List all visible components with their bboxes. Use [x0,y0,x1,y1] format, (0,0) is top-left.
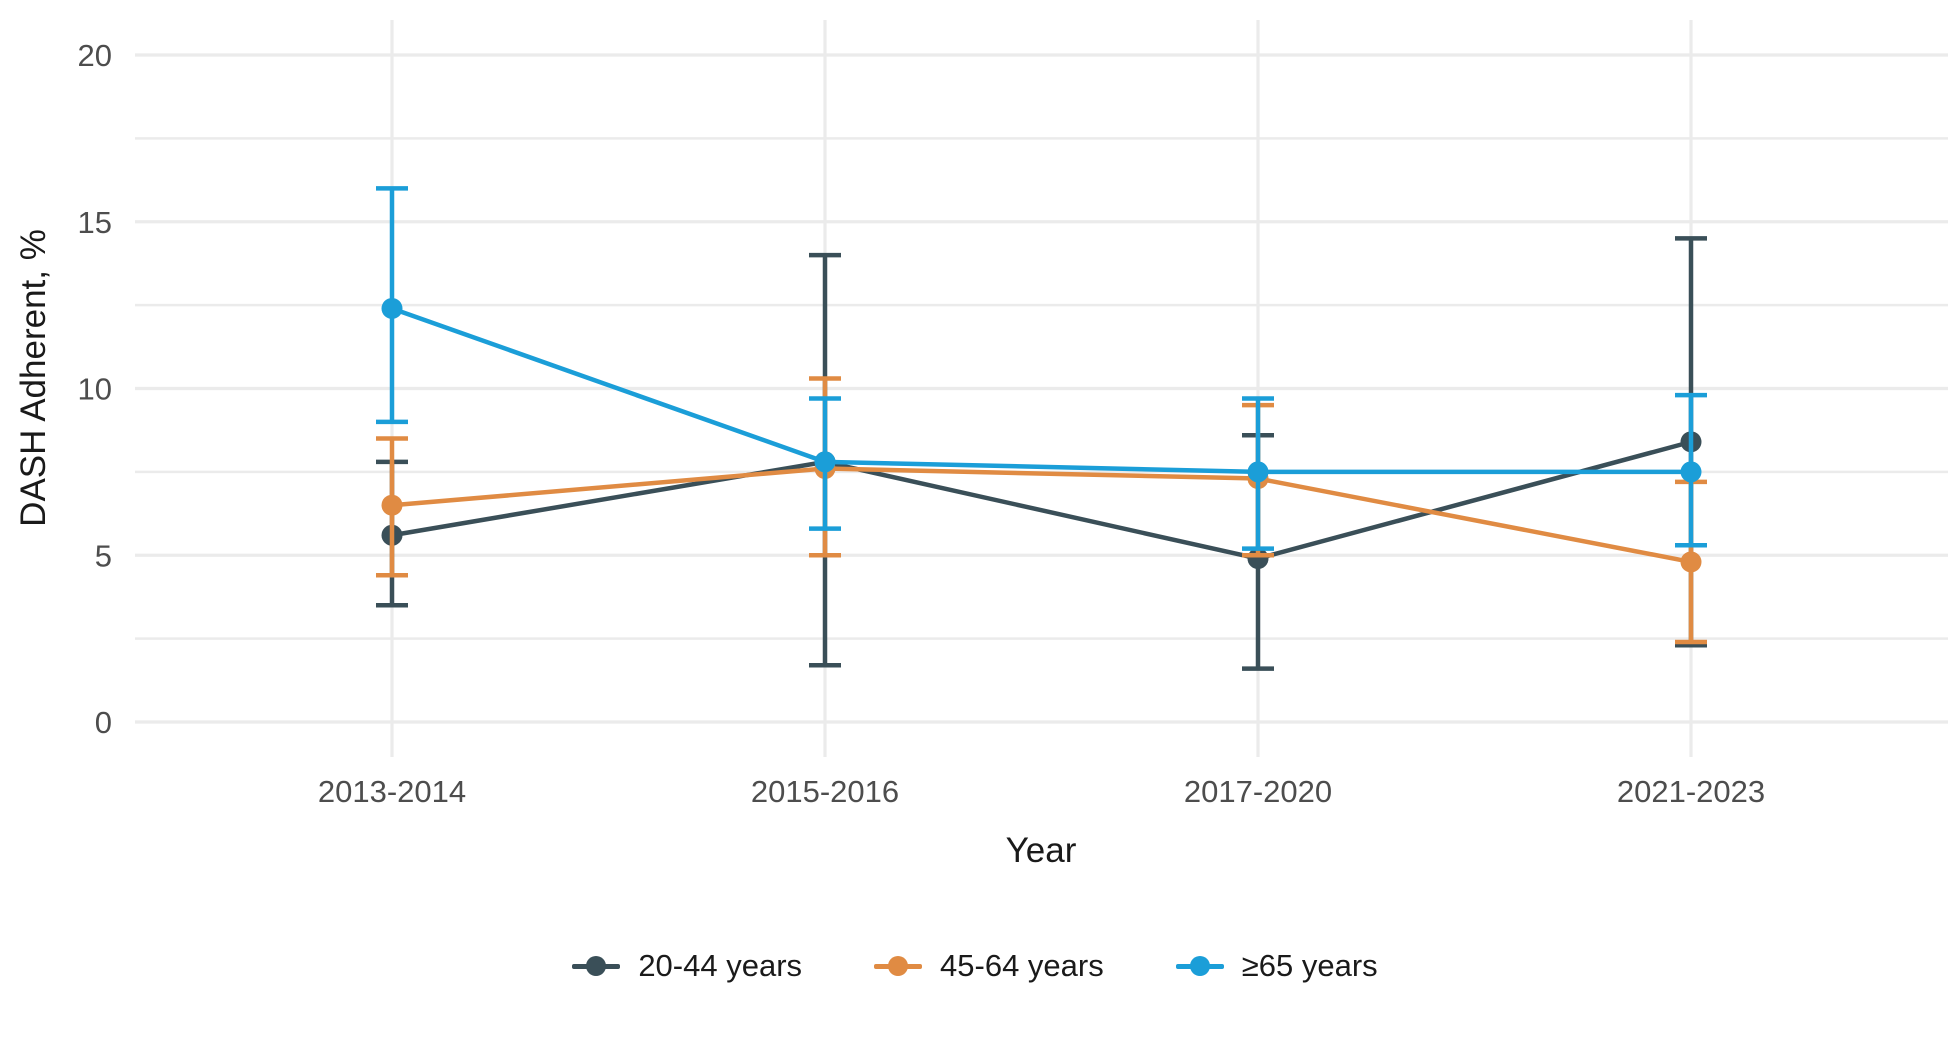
data-point [381,494,403,516]
y-tick-label: 20 [78,38,112,73]
legend-label: 20-44 years [638,948,803,983]
legend: 20-44 years 45-64 years ≥65 years [0,948,1950,984]
legend-label: 45-64 years [940,948,1104,983]
legend-item-65plus: ≥65 years [1175,948,1378,984]
y-tick-label: 5 [95,538,112,573]
x-tick-label: 2017-2020 [1184,774,1332,809]
series-line [391,306,1691,475]
data-point [814,451,836,473]
data-point [1247,461,1269,483]
x-tick-label: 2021-2023 [1617,774,1765,809]
legend-label: ≥65 years [1241,948,1378,983]
series-line [391,439,1692,561]
legend-item-20-44: 20-44 years [572,948,802,984]
series-line [391,466,1692,565]
line-dot-marker-icon [874,955,923,977]
legend-item-45-64: 45-64 years [874,948,1104,984]
y-tick-label: 0 [95,705,112,740]
line-dot-marker-icon [1175,955,1224,977]
y-axis-title: DASH Adherent, % [14,229,53,527]
x-tick-label: 2015-2016 [751,774,899,809]
data-point [1680,461,1702,483]
line-dot-marker-icon [572,955,621,977]
x-tick-label: 2013-2014 [318,774,466,809]
data-point [1680,551,1702,573]
y-tick-label: 10 [78,372,112,407]
data-point [381,297,403,319]
y-tick-label: 15 [78,205,112,240]
x-axis-title: Year [1005,831,1077,870]
